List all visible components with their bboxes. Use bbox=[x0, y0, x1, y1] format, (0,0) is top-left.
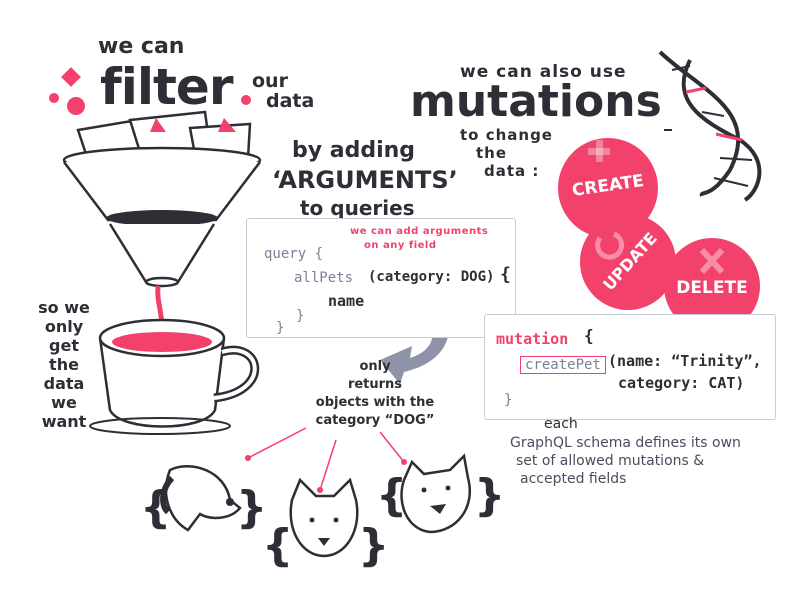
args-annotation-line2: on any field bbox=[364, 240, 437, 251]
dna-helix-icon bbox=[658, 50, 762, 202]
so-we-line2: only bbox=[44, 317, 84, 336]
only-returns-line1: only bbox=[359, 359, 391, 374]
arguments-headline: ‘ARGUMENTS’ bbox=[272, 166, 458, 194]
schema-note-line2: set of allowed mutations & bbox=[516, 453, 705, 469]
schema-note: GraphQL schema defines its own set of al… bbox=[510, 434, 741, 488]
data-label: data bbox=[266, 90, 315, 112]
schema-note-line3: accepted fields bbox=[520, 471, 627, 487]
so-we-line3: get bbox=[49, 336, 79, 355]
the-label: the bbox=[476, 144, 508, 162]
so-we-line6: we bbox=[51, 393, 77, 412]
dog-head-icon: { } bbox=[376, 453, 505, 534]
each-label: each bbox=[544, 416, 578, 432]
only-returns-text: only returns objects with the category “… bbox=[290, 358, 460, 430]
only-returns-line4: category “DOG” bbox=[315, 413, 435, 428]
mutations-headline: mutations bbox=[410, 76, 662, 127]
mutation-code-box bbox=[484, 314, 776, 420]
refresh-icon bbox=[595, 231, 625, 260]
so-we-line1: so we bbox=[38, 298, 90, 317]
query-code-box bbox=[246, 218, 516, 338]
query-keyword: query { bbox=[264, 246, 324, 262]
query-open-brace: { bbox=[500, 264, 511, 285]
svg-text:}: } bbox=[236, 482, 267, 533]
only-returns-line3: objects with the bbox=[315, 395, 435, 410]
dog-head-icon: { } bbox=[262, 477, 389, 571]
coffee-cup-icon bbox=[89, 318, 260, 435]
decor-dots bbox=[49, 67, 251, 115]
filter-headline: filter bbox=[100, 58, 234, 116]
cross-icon bbox=[699, 247, 725, 275]
mutation-keyword: mutation bbox=[496, 330, 569, 348]
mutation-open-brace: { bbox=[584, 326, 594, 345]
query-close-outer: } bbox=[276, 320, 285, 336]
svg-text:}: } bbox=[474, 470, 505, 521]
so-we-line4: the bbox=[49, 355, 79, 374]
plus-icon bbox=[588, 140, 610, 162]
dog-head-icon: { } bbox=[140, 465, 267, 533]
funnel-icon bbox=[62, 110, 262, 346]
delete-button: DELETE bbox=[676, 278, 748, 298]
to-queries-label: to queries bbox=[300, 196, 415, 220]
name-field: name bbox=[328, 292, 365, 310]
mutation-args-line1: (name: “Trinity”, bbox=[608, 352, 762, 370]
data-colon-label: data : bbox=[484, 162, 540, 180]
svg-text:{: { bbox=[262, 520, 293, 571]
delete-circle bbox=[664, 238, 760, 334]
svg-text:}: } bbox=[358, 520, 389, 571]
our-label: our bbox=[252, 70, 288, 92]
to-change-label: to change bbox=[460, 126, 553, 144]
so-we-line5: data bbox=[43, 374, 85, 393]
dog-pointers bbox=[245, 427, 407, 493]
create-circle bbox=[558, 138, 658, 238]
mutation-close-brace: } bbox=[504, 392, 513, 408]
we-can-label: we can bbox=[98, 34, 185, 59]
query-args: (category: DOG) bbox=[368, 269, 495, 285]
createpet-field: createPet bbox=[520, 356, 606, 374]
we-can-also-use-label: we can also use bbox=[460, 62, 627, 82]
allpets-field: allPets bbox=[294, 270, 354, 286]
so-we-line7: want bbox=[41, 412, 87, 431]
only-returns-line2: returns bbox=[347, 377, 403, 392]
query-close-inner: } bbox=[296, 308, 305, 324]
by-adding-label: by adding bbox=[292, 138, 416, 163]
schema-note-line1: GraphQL schema defines its own bbox=[510, 435, 741, 451]
update-circle bbox=[580, 214, 676, 310]
args-annotation-line1: we can add arguments bbox=[350, 226, 489, 237]
mutation-args-line2: category: CAT) bbox=[618, 374, 745, 392]
so-we-only-text: so we only get the data we want bbox=[34, 298, 94, 431]
